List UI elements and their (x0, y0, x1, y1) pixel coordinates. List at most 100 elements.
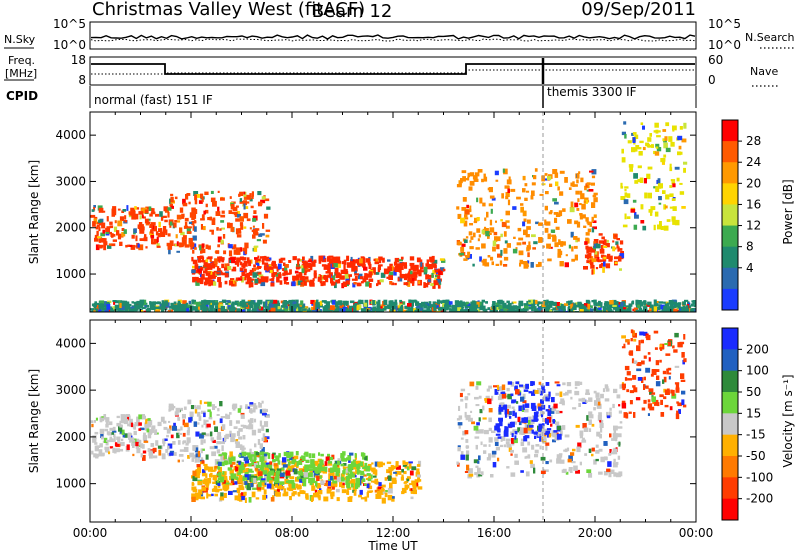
echo-cell (574, 202, 579, 208)
echo-cell (176, 241, 179, 247)
echo-cell (302, 256, 305, 261)
echo-cell (584, 310, 590, 312)
echo-cell (155, 310, 160, 312)
echo-cell (478, 417, 481, 422)
echo-cell (151, 241, 156, 245)
echo-cell (121, 303, 124, 307)
echo-cell (173, 422, 176, 427)
echo-cell (624, 133, 627, 139)
echo-cell (299, 304, 302, 307)
echo-cell (621, 157, 626, 163)
echo-cell (205, 244, 209, 249)
echo-cell (650, 145, 654, 148)
echo-cell (172, 304, 178, 310)
echo-cell (277, 263, 282, 270)
echo-cell (407, 281, 411, 287)
echo-cell (635, 397, 641, 401)
echo-cell (656, 135, 661, 138)
echo-cell (515, 381, 519, 385)
echo-cell (216, 479, 219, 483)
echo-cell (342, 306, 348, 312)
echo-cell (681, 138, 687, 143)
echo-cell (476, 422, 480, 426)
echo-cell (151, 210, 154, 214)
echo-cell (416, 468, 420, 473)
echo-cell (215, 250, 220, 254)
echo-cell (485, 231, 490, 237)
echo-cell (218, 282, 222, 288)
echo-cell (387, 304, 392, 310)
echo-cell (234, 300, 239, 304)
echo-cell (672, 206, 677, 211)
echo-cell (552, 439, 556, 443)
echo-cell (678, 409, 681, 414)
echo-cell (462, 430, 467, 436)
echo-cell (182, 419, 185, 426)
echo-cell (522, 221, 526, 227)
echo-cell (444, 301, 448, 306)
echo-cell (654, 301, 659, 303)
echo-cell (419, 310, 424, 312)
echo-cell (640, 122, 644, 125)
echo-cell (422, 302, 426, 305)
echo-cell (317, 495, 321, 499)
echo-cell (620, 302, 624, 307)
echo-cell (576, 173, 580, 179)
echo-cell (372, 475, 377, 478)
echo-cell (540, 423, 544, 429)
echo-cell (469, 240, 472, 243)
echo-cell (201, 471, 206, 477)
echo-cell (540, 470, 546, 474)
echo-cell (212, 311, 216, 312)
echo-cell (369, 279, 374, 282)
echo-cell (213, 445, 218, 449)
echo-cell (258, 274, 264, 278)
echo-cell (499, 260, 503, 266)
echo-cell (530, 381, 534, 386)
echo-cell (600, 456, 605, 463)
echo-cell (650, 373, 654, 377)
echo-cell (242, 469, 246, 473)
echo-cell (217, 206, 220, 212)
echo-cell (212, 273, 215, 279)
echo-cell (119, 216, 125, 221)
echo-cell (238, 454, 241, 458)
echo-cell (253, 246, 258, 252)
echo-cell (304, 279, 310, 283)
echo-cell (618, 441, 621, 447)
echo-cell (220, 496, 225, 501)
echo-cell (194, 198, 198, 205)
echo-cell (167, 310, 170, 312)
echo-cell (544, 227, 549, 233)
echo-cell (195, 194, 200, 198)
echo-cell (151, 305, 156, 310)
echo-cell (434, 282, 439, 286)
echo-cell (685, 305, 689, 309)
colorbar-frame (721, 119, 739, 311)
echo-cell (609, 407, 612, 411)
echo-cell (205, 209, 209, 214)
echo-cell (244, 481, 248, 485)
echo-cell (477, 460, 480, 464)
echo-cell (315, 303, 319, 307)
echo-cell (213, 485, 218, 491)
echo-cell (586, 469, 592, 473)
echo-cell (270, 484, 275, 490)
echo-cell (148, 450, 154, 456)
echo-cell (631, 147, 636, 153)
echo-cell (658, 301, 664, 304)
echo-cell (456, 206, 460, 210)
echo-cell (385, 490, 388, 493)
echo-cell (339, 303, 344, 309)
echo-cell (620, 251, 624, 254)
echo-cell (602, 306, 607, 312)
echo-cell (585, 217, 589, 222)
echo-cell (614, 261, 618, 264)
echo-cell (199, 278, 204, 285)
echo-cell (310, 459, 315, 465)
echo-cell (351, 266, 356, 272)
echo-cell (105, 420, 109, 427)
echo-cell (186, 193, 191, 196)
echo-cell (469, 205, 472, 211)
echo-cell (350, 478, 356, 485)
